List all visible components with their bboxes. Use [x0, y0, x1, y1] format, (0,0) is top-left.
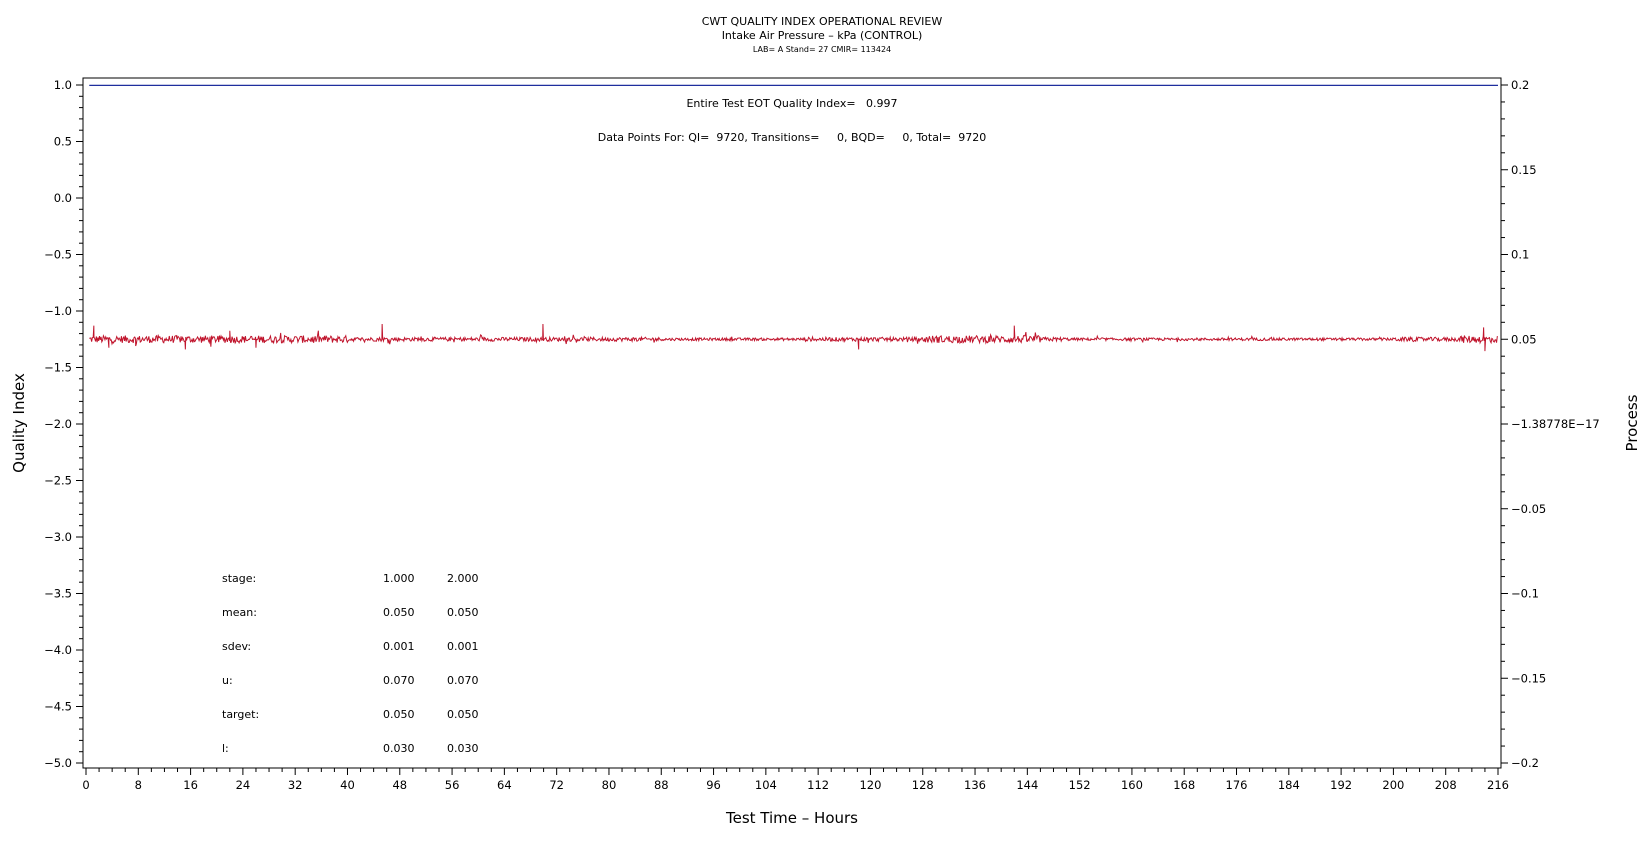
data-points-annotation: Data Points For: QI= 9720, Transitions= … [598, 131, 986, 144]
x-tick-label: 80 [602, 778, 617, 792]
x-tick-label: 144 [1016, 778, 1038, 792]
stats-row-value-2: 2.000 [447, 572, 479, 585]
x-tick-label: 112 [807, 778, 829, 792]
x-tick-label: 96 [706, 778, 721, 792]
y-right-axis-label: Process [1623, 394, 1641, 451]
y-left-axis: 1.0 0.5 0.0 −0.5 −1.0 −1.5 −2.0 −2.5 −3.0 −3.5 −4.… [44, 78, 83, 770]
y-right-tick-label: 0.1 [1511, 248, 1529, 262]
x-tick-label: 168 [1173, 778, 1195, 792]
y-right-tick-label: −0.2 [1511, 756, 1539, 770]
x-axis: 0 8 16 24 32 40 48 56 64 72 80 88 96 104 112 120 128 136 1… [82, 768, 1509, 792]
stats-row-label: target: [222, 708, 259, 721]
y-right-tick-label: −0.05 [1511, 502, 1546, 516]
x-tick-label: 72 [549, 778, 564, 792]
x-tick-label: 8 [135, 778, 142, 792]
stats-row-label: l: [222, 742, 229, 755]
y-left-tick-label: −0.5 [44, 248, 72, 262]
stats-row-label: mean: [222, 606, 257, 619]
y-right-tick-label: 0.15 [1511, 163, 1537, 177]
x-tick-label: 176 [1226, 778, 1248, 792]
y-right-tick-label: −1.38778E−17 [1511, 417, 1600, 431]
stats-row-value-2: 0.070 [447, 674, 479, 687]
x-tick-label: 40 [340, 778, 355, 792]
stats-table: stage: 1.000 2.000 mean: 0.050 0.050 sdev: 0.00… [222, 572, 479, 755]
y-right-tick-label: −0.1 [1511, 587, 1539, 601]
x-tick-label: 88 [654, 778, 669, 792]
y-left-axis-label: Quality Index [10, 373, 28, 473]
y-right-tick-label: 0.05 [1511, 332, 1537, 346]
x-tick-label: 192 [1330, 778, 1352, 792]
y-right-axis: 0.2 0.15 0.1 0.05 −1.38778E−17 −0.05 −0.1 −0.15… [1501, 78, 1600, 770]
x-tick-label: 48 [392, 778, 407, 792]
stats-row-label: sdev: [222, 640, 251, 653]
stats-row-value-1: 0.050 [383, 708, 415, 721]
y-left-tick-label: −4.0 [44, 643, 72, 657]
x-tick-label: 184 [1278, 778, 1300, 792]
x-tick-label: 56 [445, 778, 460, 792]
y-left-tick-label: 0.0 [54, 191, 72, 205]
x-tick-label: 128 [912, 778, 934, 792]
chart-title: CWT QUALITY INDEX OPERATIONAL REVIEW [702, 15, 943, 28]
y-left-tick-label: −3.5 [44, 587, 72, 601]
y-left-tick-label: −2.0 [44, 417, 72, 431]
x-tick-label: 200 [1382, 778, 1404, 792]
x-tick-label: 104 [755, 778, 777, 792]
stats-row-label: stage: [222, 572, 256, 585]
stats-row-value-1: 0.050 [383, 606, 415, 619]
x-tick-label: 32 [288, 778, 303, 792]
x-tick-label: 24 [236, 778, 251, 792]
stats-row-value-1: 0.030 [383, 742, 415, 755]
x-tick-label: 136 [964, 778, 986, 792]
qi-annotation: Entire Test EOT Quality Index= 0.997 [686, 97, 897, 110]
y-left-tick-label: −1.0 [44, 304, 72, 318]
x-tick-label: 16 [183, 778, 198, 792]
y-left-tick-label: −1.5 [44, 361, 72, 375]
stats-row-value-2: 0.030 [447, 742, 479, 755]
y-left-tick-label: −5.0 [44, 756, 72, 770]
plot-frame [82, 77, 1502, 769]
process-series-line [89, 323, 1498, 352]
x-tick-label: 0 [82, 778, 89, 792]
y-left-tick-label: 1.0 [54, 78, 72, 92]
x-tick-label: 64 [497, 778, 512, 792]
stats-row-value-2: 0.050 [447, 708, 479, 721]
stats-row-value-1: 0.070 [383, 674, 415, 687]
x-tick-label: 152 [1069, 778, 1091, 792]
stats-row-value-2: 0.001 [447, 640, 479, 653]
y-left-tick-label: −4.5 [44, 700, 72, 714]
y-left-tick-label: 0.5 [54, 135, 72, 149]
x-axis-label: Test Time – Hours [725, 809, 858, 827]
y-right-tick-label: 0.2 [1511, 78, 1529, 92]
x-tick-label: 208 [1435, 778, 1457, 792]
chart-subtitle-lab: LAB= A Stand= 27 CMIR= 113424 [753, 45, 891, 54]
y-left-tick-label: −2.5 [44, 474, 72, 488]
x-tick-label: 216 [1487, 778, 1509, 792]
y-left-tick-label: −3.0 [44, 530, 72, 544]
x-tick-label: 120 [859, 778, 881, 792]
chart-subtitle: Intake Air Pressure – kPa (CONTROL) [722, 29, 923, 42]
stats-row-label: u: [222, 674, 233, 687]
x-tick-label: 160 [1121, 778, 1143, 792]
stats-row-value-2: 0.050 [447, 606, 479, 619]
series-layer [89, 84, 1498, 352]
y-right-tick-label: −0.15 [1511, 671, 1546, 685]
stats-row-value-1: 0.001 [383, 640, 415, 653]
stats-row-value-1: 1.000 [383, 572, 415, 585]
